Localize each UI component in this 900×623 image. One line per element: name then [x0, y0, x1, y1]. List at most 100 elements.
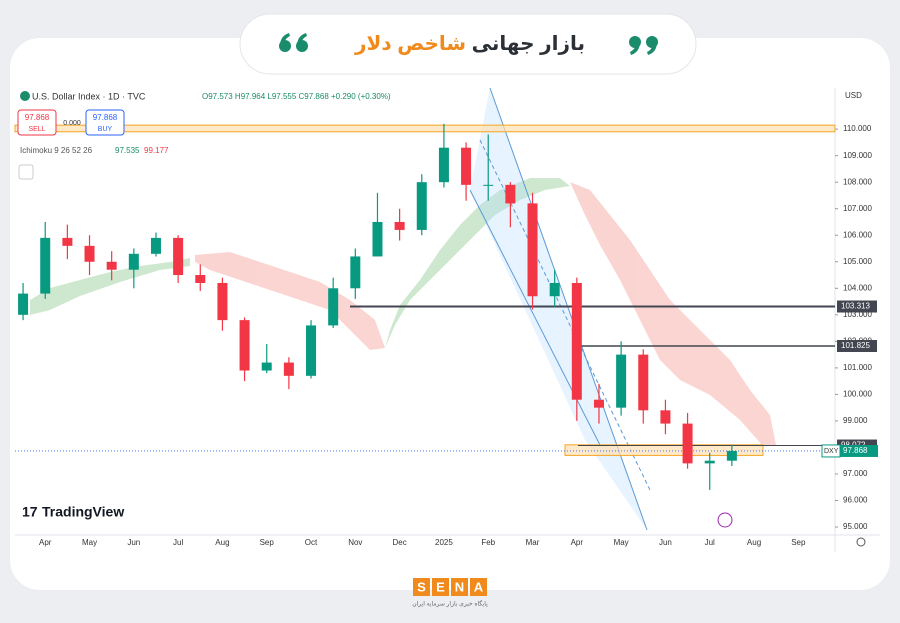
- candle-body: [217, 282, 228, 321]
- logo-box: [451, 578, 468, 596]
- x-tick-label: Aug: [747, 538, 761, 547]
- current-name-box: [821, 444, 841, 458]
- y-tick-label: 95.000: [843, 522, 868, 531]
- candle-body: [527, 203, 538, 297]
- candle-body: [261, 362, 272, 371]
- logo-box: [432, 578, 449, 596]
- title-accent: شاخص دلار: [354, 33, 466, 55]
- x-tick-label: Jul: [173, 538, 183, 547]
- symbol: U.S. Dollar Index · 1D · TVC: [32, 91, 146, 101]
- candle-body: [438, 147, 449, 183]
- x-tick-label: Jul: [705, 538, 715, 547]
- current-value: 97.868: [843, 446, 868, 455]
- candle-body: [549, 282, 560, 297]
- y-tick-label: 107.000: [843, 204, 872, 213]
- level-tag: [837, 339, 877, 352]
- y-tick-label: 103.000: [843, 310, 872, 319]
- y-tick-label: 108.000: [843, 177, 872, 186]
- indicator: Ichimoku 9 26 52 26: [20, 146, 93, 155]
- x-tick-label: Apr: [39, 538, 52, 547]
- zone: [14, 124, 836, 133]
- candle-body: [638, 354, 649, 411]
- candle-body: [571, 282, 582, 400]
- tagline: پایگاه خبری بازار سرمایه ایران: [412, 600, 488, 608]
- candle-body: [18, 293, 29, 315]
- y-tick-label: 109.000: [843, 151, 872, 160]
- collapse-button[interactable]: [18, 164, 34, 180]
- logo-letter: A: [474, 579, 484, 594]
- y-tick-label: 99.000: [843, 416, 868, 425]
- x-tick-label: Jun: [127, 538, 140, 547]
- candle-body: [704, 460, 715, 464]
- logo-letter: S: [417, 579, 426, 594]
- x-tick-label: May: [82, 538, 97, 547]
- y-tick-label: 97.000: [843, 469, 868, 478]
- candle-body: [328, 288, 339, 326]
- plot: 95.00096.00097.00098.00099.000100.000101…: [14, 88, 880, 552]
- candle-body: [593, 399, 604, 408]
- x-tick-label: Jun: [659, 538, 672, 547]
- current-name: DXY: [824, 448, 839, 455]
- candle-body: [394, 221, 405, 230]
- x-tick-label: Sep: [791, 538, 806, 547]
- y-tick-label: 106.000: [843, 230, 872, 239]
- candle-body: [106, 261, 117, 270]
- candle-body: [660, 410, 671, 424]
- x-tick-label: 2025: [435, 538, 453, 547]
- sell-price: 97.868: [25, 113, 50, 122]
- panel: [10, 38, 890, 590]
- sell-button[interactable]: [17, 109, 57, 136]
- indicator-value: 99.177: [144, 146, 169, 155]
- candle-body: [350, 256, 361, 289]
- candle-body: [283, 362, 294, 376]
- spread: 0.000: [63, 120, 81, 127]
- logo-box: [470, 578, 487, 596]
- candle-body: [505, 184, 516, 204]
- x-tick-label: Mar: [526, 538, 540, 547]
- symbol-icon: [20, 91, 30, 101]
- x-tick-label: Aug: [215, 538, 229, 547]
- level-tag: [837, 300, 877, 313]
- candle-body: [173, 237, 184, 276]
- candle-body: [726, 450, 737, 461]
- candle-body: [461, 147, 472, 185]
- header-title: بازار جهانی شاخص دلار: [354, 33, 585, 55]
- sell-label: SELL: [28, 126, 45, 133]
- candle-body: [416, 182, 427, 230]
- event-icon: [717, 512, 733, 528]
- buy-price: 97.868: [93, 113, 118, 122]
- y-tick-label: 101.000: [843, 363, 872, 372]
- candle-body: [616, 354, 627, 408]
- logo-letter: E: [436, 579, 445, 594]
- candle-body: [62, 237, 73, 246]
- logo-box: [413, 578, 430, 596]
- candle-body: [682, 423, 693, 464]
- candle-body: [483, 184, 494, 186]
- watermark-icon: 17: [22, 504, 38, 520]
- buy-label: BUY: [98, 126, 113, 133]
- x-tick-label: Oct: [305, 538, 318, 547]
- quote-marks: [279, 33, 658, 55]
- x-tick-label: Apr: [571, 538, 584, 547]
- y-tick-label: 100.000: [843, 390, 872, 399]
- level-label: 101.825: [841, 341, 870, 350]
- level-label: 103.313: [841, 302, 870, 311]
- y-tick-label: 105.000: [843, 257, 872, 266]
- candle-body: [40, 237, 51, 294]
- candle-body: [239, 320, 250, 371]
- x-tick-label: Nov: [348, 538, 362, 547]
- x-tick-label: May: [614, 538, 629, 547]
- header-pill: [239, 13, 697, 75]
- settings-icon[interactable]: [856, 537, 866, 547]
- zone: [564, 444, 764, 456]
- candle-body: [128, 253, 139, 270]
- candle-body: [306, 325, 317, 376]
- candle-body: [84, 245, 95, 262]
- y-tick-label: 110.000: [843, 124, 872, 133]
- candle-body: [372, 221, 383, 257]
- logo-letter: N: [455, 579, 464, 594]
- currency[interactable]: USD: [845, 91, 862, 100]
- buy-button[interactable]: [85, 109, 125, 136]
